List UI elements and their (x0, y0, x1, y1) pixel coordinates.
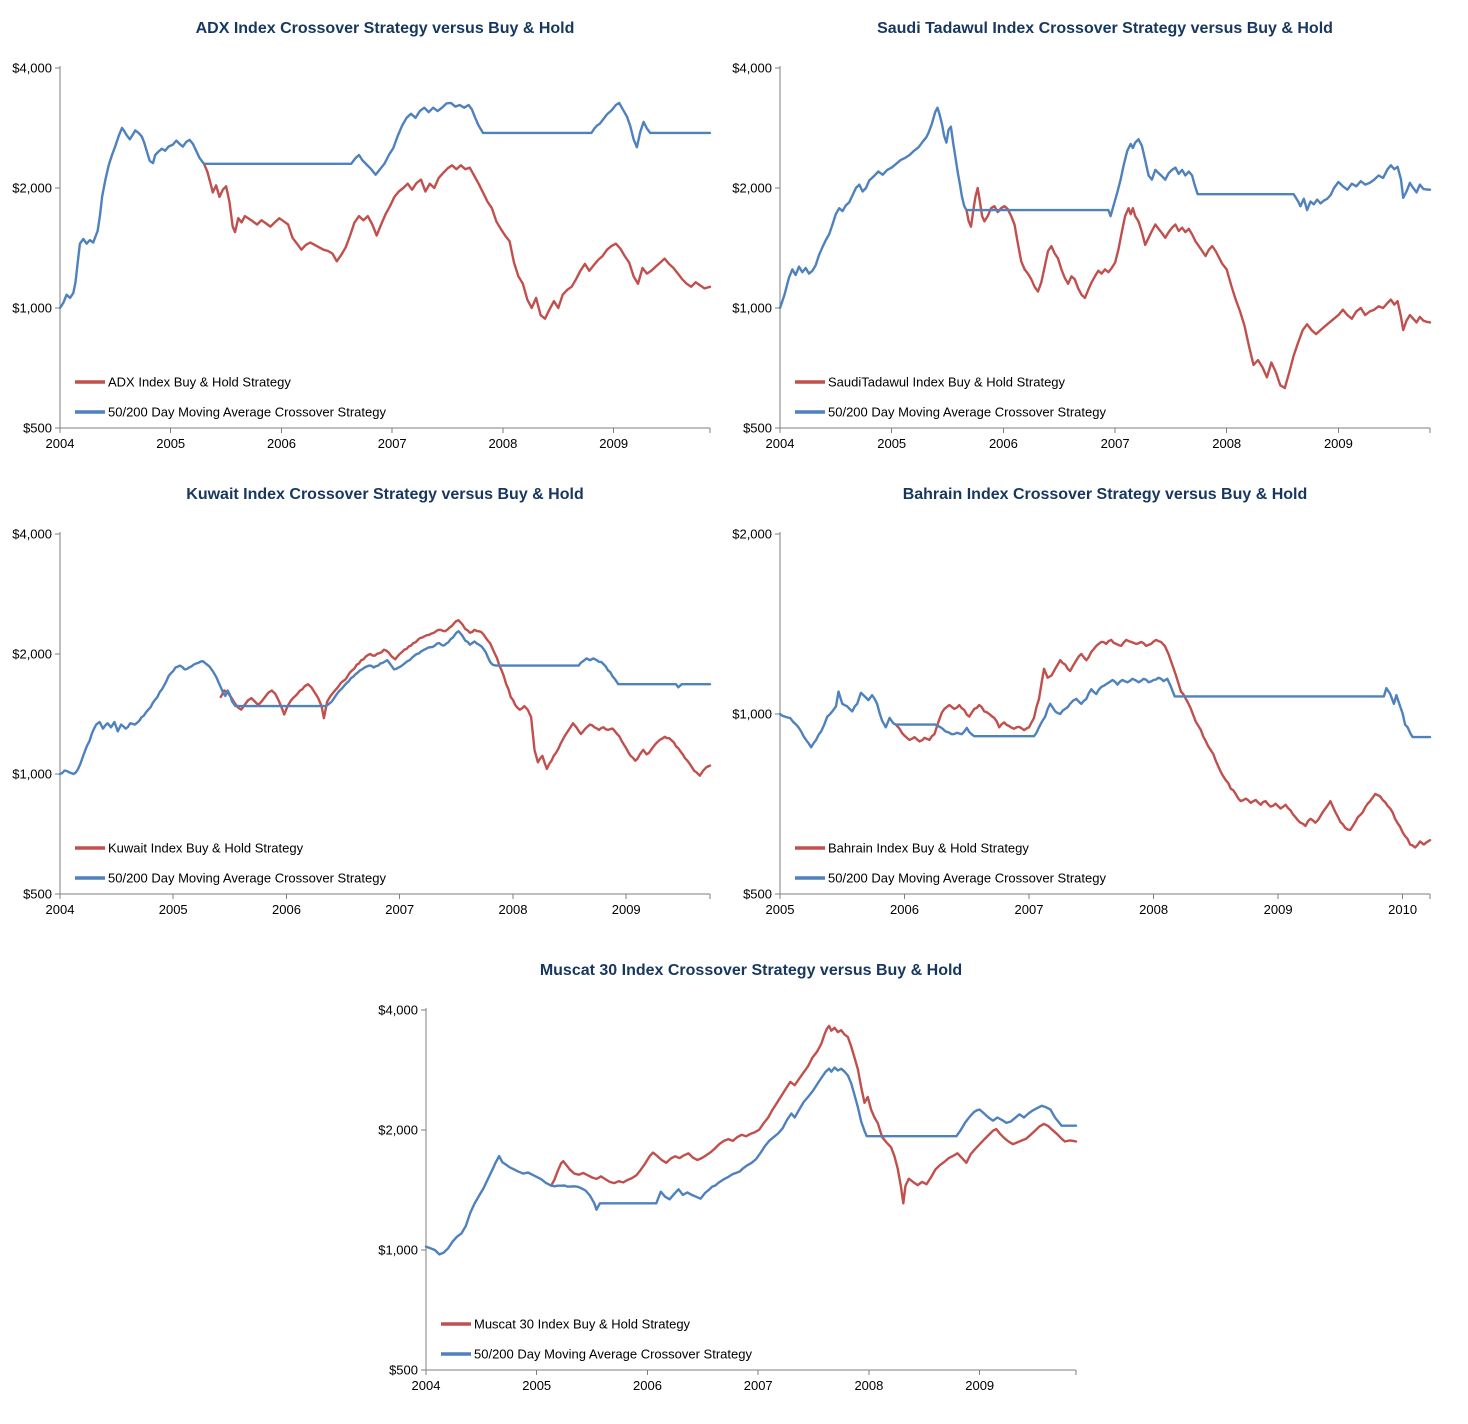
y-axis-tick-label: $2,000 (732, 527, 772, 542)
legend-item-buy-hold: Muscat 30 Index Buy & Hold Strategy (441, 1317, 691, 1332)
y-axis-tick-label: $2,000 (378, 1123, 418, 1138)
y-axis-tick-label: $4,000 (732, 61, 772, 76)
y-axis-tick-label: $4,000 (12, 61, 52, 76)
x-axis-tick-label: 2005 (159, 902, 188, 917)
x-axis-tick-label: 2004 (46, 902, 75, 917)
series-line-crossover (58, 630, 712, 776)
x-axis-tick-label: 2005 (877, 436, 906, 451)
y-axis-tick-label: $500 (23, 421, 52, 436)
legend-label: 50/200 Day Moving Average Crossover Stra… (474, 1347, 752, 1362)
x-axis-tick-label: 2006 (989, 436, 1018, 451)
y-axis-tick-label: $1,000 (12, 301, 52, 316)
series-line-buy-hold (219, 619, 712, 777)
chart-muscat-30: Muscat 30 Index Crossover Strategy versu… (369, 944, 1099, 1396)
chart-saudi-tadawul-canvas: Saudi Tadawul Index Crossover Strategy v… (732, 20, 1432, 451)
y-axis-tick-label: $2,000 (12, 181, 52, 196)
legend-item-crossover: 50/200 Day Moving Average Crossover Stra… (441, 1347, 752, 1362)
y-axis-tick-label: $4,000 (378, 1003, 418, 1018)
legend-item-buy-hold: ADX Index Buy & Hold Strategy (75, 375, 291, 390)
chart-kuwait: Kuwait Index Crossover Strategy versus B… (3, 468, 733, 920)
legend-label: ADX Index Buy & Hold Strategy (108, 375, 291, 390)
legend-label: Bahrain Index Buy & Hold Strategy (828, 841, 1029, 856)
chart-bahrain: Bahrain Index Crossover Strategy versus … (723, 468, 1453, 920)
series-line-crossover (778, 106, 1432, 310)
legend-label: Muscat 30 Index Buy & Hold Strategy (474, 1317, 691, 1332)
y-axis-tick-label: $500 (23, 887, 52, 902)
y-axis-tick-label: $500 (389, 1363, 418, 1378)
x-axis-tick-label: 2007 (1015, 902, 1044, 917)
chart-kuwait-canvas: Kuwait Index Crossover Strategy versus B… (12, 486, 712, 917)
chart-title: Bahrain Index Crossover Strategy versus … (903, 486, 1308, 503)
chart-saudi-tadawul: Saudi Tadawul Index Crossover Strategy v… (723, 2, 1453, 454)
legend-item-buy-hold: SaudiTadawul Index Buy & Hold Strategy (795, 375, 1066, 390)
legend-item-crossover: 50/200 Day Moving Average Crossover Stra… (75, 405, 386, 420)
x-axis-tick-label: 2005 (522, 1378, 551, 1393)
x-axis-tick-label: 2004 (46, 436, 75, 451)
y-axis-tick-label: $1,000 (378, 1243, 418, 1258)
y-axis-tick-label: $1,000 (732, 707, 772, 722)
legend-item-crossover: 50/200 Day Moving Average Crossover Stra… (795, 871, 1106, 886)
legend-label: Kuwait Index Buy & Hold Strategy (108, 841, 304, 856)
series-line-crossover (58, 101, 712, 310)
legend-label: 50/200 Day Moving Average Crossover Stra… (108, 871, 386, 886)
series-line-buy-hold (965, 186, 1432, 390)
x-axis-tick-label: 2009 (599, 436, 628, 451)
legend-label: 50/200 Day Moving Average Crossover Stra… (828, 405, 1106, 420)
x-axis-tick-label: 2005 (156, 436, 185, 451)
x-axis-tick-label: 2007 (1101, 436, 1130, 451)
y-axis-tick-label: $2,000 (732, 181, 772, 196)
x-axis-tick-label: 2006 (633, 1378, 662, 1393)
x-axis-tick-label: 2007 (378, 436, 407, 451)
x-axis-tick-label: 2008 (1139, 902, 1168, 917)
x-axis-tick-label: 2009 (965, 1378, 994, 1393)
y-axis-tick-label: $2,000 (12, 647, 52, 662)
legend-item-crossover: 50/200 Day Moving Average Crossover Stra… (75, 871, 386, 886)
y-axis-tick-label: $500 (743, 887, 772, 902)
x-axis-tick-label: 2005 (766, 902, 795, 917)
x-axis-tick-label: 2008 (488, 436, 517, 451)
x-axis-tick-label: 2006 (272, 902, 301, 917)
series-line-buy-hold (549, 1024, 1078, 1205)
x-axis-tick-label: 2007 (744, 1378, 773, 1393)
x-axis-tick-label: 2007 (385, 902, 414, 917)
x-axis-tick-label: 2008 (1212, 436, 1241, 451)
legend-label: SaudiTadawul Index Buy & Hold Strategy (828, 375, 1066, 390)
series-line-buy-hold (202, 162, 712, 320)
legend-item-buy-hold: Kuwait Index Buy & Hold Strategy (75, 841, 304, 856)
chart-adx: ADX Index Crossover Strategy versus Buy … (3, 2, 733, 454)
legend-label: 50/200 Day Moving Average Crossover Stra… (828, 871, 1106, 886)
legend-item-buy-hold: Bahrain Index Buy & Hold Strategy (795, 841, 1029, 856)
x-axis-tick-label: 2006 (890, 902, 919, 917)
chart-title: Saudi Tadawul Index Crossover Strategy v… (877, 20, 1333, 37)
chart-title: Kuwait Index Crossover Strategy versus B… (186, 486, 583, 503)
x-axis-tick-label: 2006 (267, 436, 296, 451)
chart-adx-canvas: ADX Index Crossover Strategy versus Buy … (12, 20, 712, 451)
y-axis-tick-label: $1,000 (732, 301, 772, 316)
series-line-buy-hold (894, 638, 1432, 849)
chart-title: ADX Index Crossover Strategy versus Buy … (196, 20, 575, 37)
x-axis-tick-label: 2004 (412, 1378, 441, 1393)
x-axis-tick-label: 2010 (1388, 902, 1417, 917)
x-axis-tick-label: 2009 (1324, 436, 1353, 451)
y-axis-tick-label: $500 (743, 421, 772, 436)
series-line-crossover (424, 1066, 1078, 1256)
legend-label: 50/200 Day Moving Average Crossover Stra… (108, 405, 386, 420)
chart-muscat-30-canvas: Muscat 30 Index Crossover Strategy versu… (378, 962, 1078, 1393)
x-axis-tick-label: 2008 (499, 902, 528, 917)
legend-item-crossover: 50/200 Day Moving Average Crossover Stra… (795, 405, 1106, 420)
chart-title: Muscat 30 Index Crossover Strategy versu… (540, 962, 962, 979)
x-axis-tick-label: 2009 (612, 902, 641, 917)
x-axis-tick-label: 2008 (854, 1378, 883, 1393)
y-axis-tick-label: $1,000 (12, 767, 52, 782)
x-axis-tick-label: 2004 (766, 436, 795, 451)
series-line-crossover (778, 676, 1432, 749)
y-axis-tick-label: $4,000 (12, 527, 52, 542)
chart-bahrain-canvas: Bahrain Index Crossover Strategy versus … (732, 486, 1432, 917)
x-axis-tick-label: 2009 (1264, 902, 1293, 917)
